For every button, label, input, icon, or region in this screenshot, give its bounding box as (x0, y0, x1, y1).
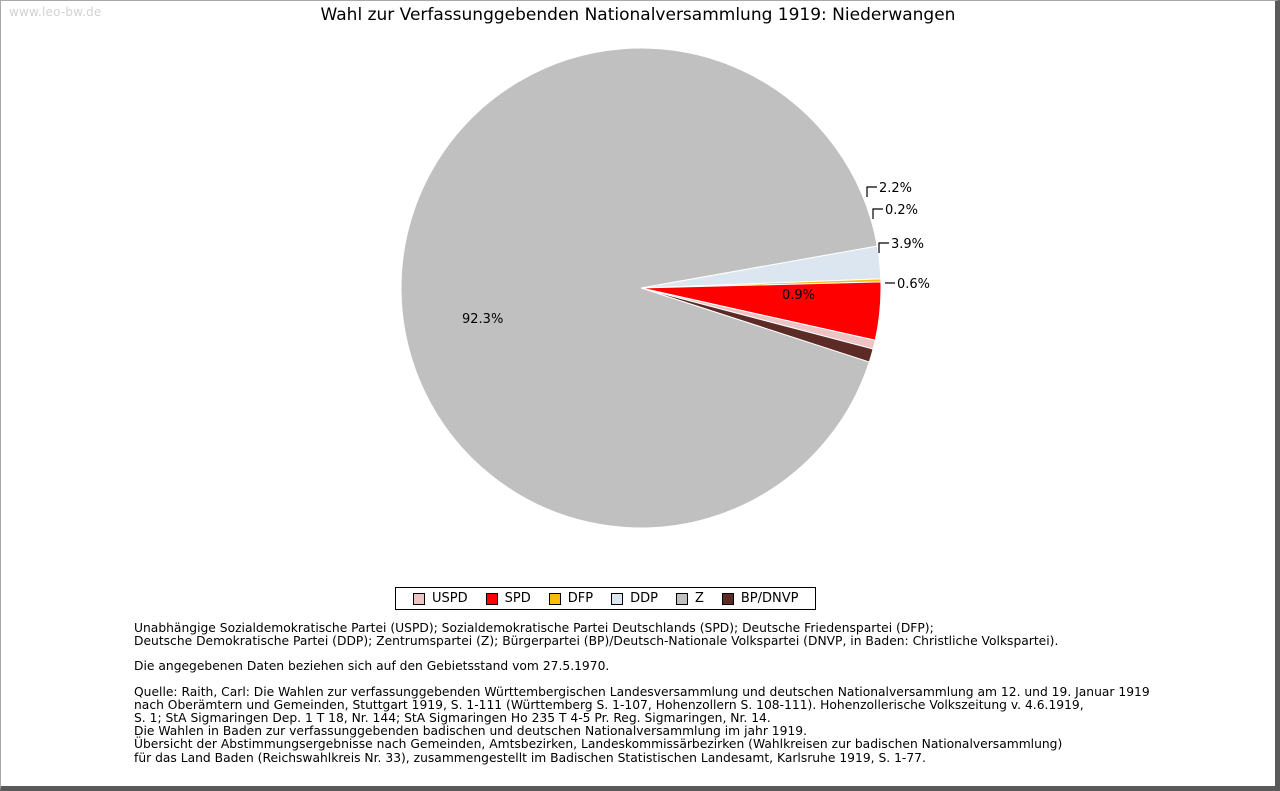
legend-swatch-icon (675, 592, 688, 605)
pie-label-z: 92.3% (462, 312, 503, 327)
footnotes: Unabhängige Sozialdemokratische Partei (… (134, 621, 1194, 777)
pie-label-bpdnvp: 0.9% (782, 288, 815, 303)
legend-item-label: Z (694, 591, 704, 606)
footnote-line: für das Land Baden (Reichswahlkreis Nr. … (134, 750, 926, 765)
footnote-line: Unabhängige Sozialdemokratische Partei (… (134, 621, 934, 635)
pie-chart: 2.2% 0.2% 3.9% 0.6% 0.9% 92.3% (1, 1, 1275, 581)
legend-item-z[interactable]: Z (675, 591, 704, 606)
pie-leader-lines (866, 186, 895, 284)
legend-swatch-icon (611, 592, 624, 605)
footnote-line: Übersicht der Abstimmungsergebnisse nach… (134, 737, 1063, 752)
pie-label-spd: 3.9% (891, 237, 924, 252)
legend-item-label: DFP (567, 591, 594, 606)
legend-swatch-icon (548, 592, 561, 605)
footnote-parties: Unabhängige Sozialdemokratische Partei (… (134, 621, 1194, 649)
legend-item-label: SPD (504, 591, 531, 606)
legend-item-spd[interactable]: SPD (485, 591, 531, 606)
leader-line-spd (878, 242, 889, 253)
legend-item-label: DDP (630, 591, 658, 606)
legend-swatch-icon (413, 592, 425, 605)
pie-label-uspd: 0.6% (897, 277, 930, 292)
legend-item-dfp[interactable]: DFP (548, 591, 594, 606)
footnote-line: Deutsche Demokratische Partei (DDP); Zen… (134, 634, 1059, 649)
leader-line-ddp (866, 186, 877, 197)
footnote-line: S. 1; StA Sigmaringen Dep. 1 T 18, Nr. 1… (134, 711, 771, 726)
watermark-text: www.leo-bw.de (9, 5, 102, 19)
footnote-line: Quelle: Raith, Carl: Die Wahlen zur verf… (134, 684, 1150, 699)
legend-item-label: USPD (432, 591, 468, 606)
legend-swatch-icon (721, 592, 734, 605)
legend-swatch-icon (485, 592, 498, 605)
legend-item-label: BP/DNVP (740, 591, 799, 606)
pie-label-dfp: 0.2% (885, 203, 918, 218)
leader-line-dfp (872, 208, 883, 219)
legend-item-bp-dnvp[interactable]: BP/DNVP (721, 591, 799, 606)
legend-item-uspd[interactable]: USPD (413, 591, 468, 606)
chart-legend: USPD SPD DFP DDP Z BP/DNVP (395, 587, 817, 610)
footnote-source: Quelle: Raith, Carl: Die Wahlen zur verf… (134, 684, 1194, 765)
pie-label-ddp: 2.2% (879, 181, 912, 196)
page-title: Wahl zur Verfassunggebenden Nationalvers… (320, 5, 956, 25)
pie-svg: 2.2% 0.2% 3.9% 0.6% 0.9% 92.3% (400, 47, 930, 529)
footnote-territory: Die angegebenen Daten beziehen sich auf … (134, 660, 1194, 673)
pie-slice-group (400, 47, 882, 529)
pie-slice-z[interactable] (400, 47, 878, 529)
footnote-line: Die Wahlen in Baden zur verfassunggebend… (134, 724, 807, 739)
legend-item-ddp[interactable]: DDP (611, 591, 658, 606)
footnote-line: nach Oberämtern und Gemeinden, Stuttgart… (134, 697, 1084, 712)
footnote-line: Die angegebenen Daten beziehen sich auf … (134, 659, 610, 674)
